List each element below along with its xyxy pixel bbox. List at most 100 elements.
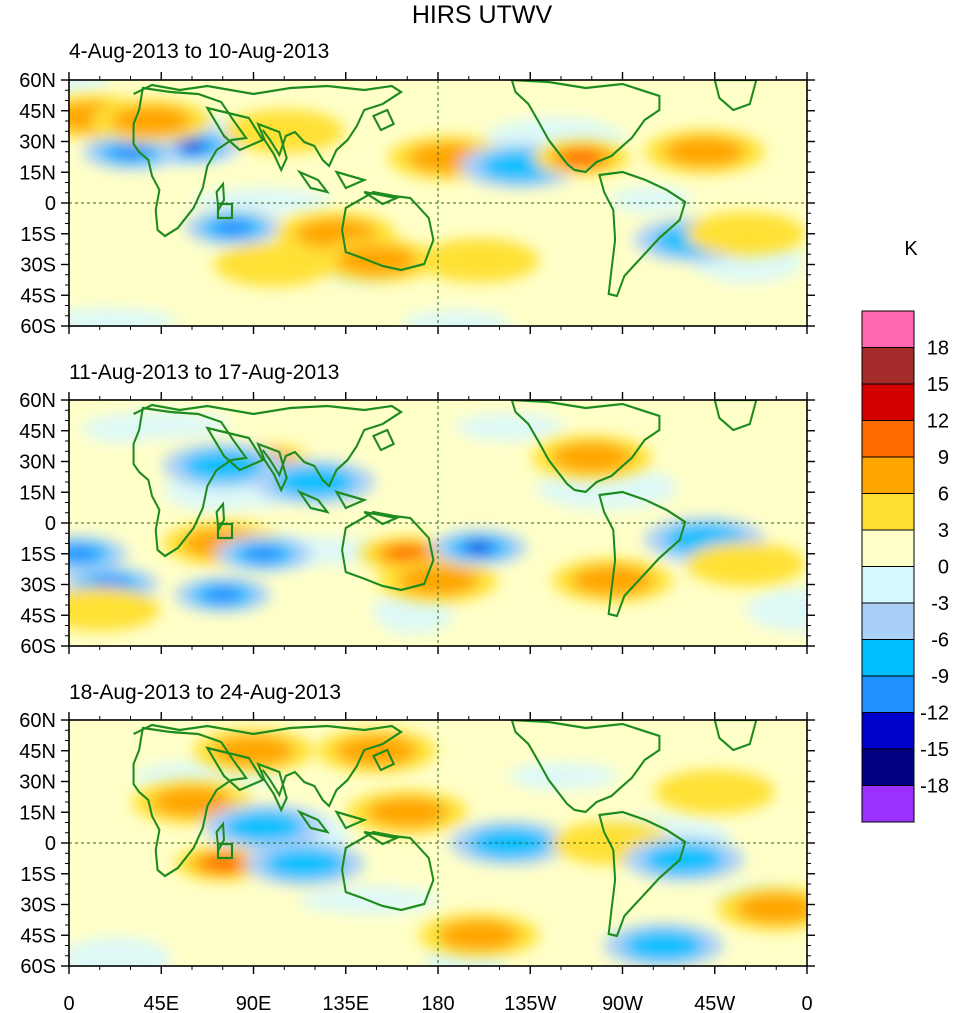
y-tick-label: 0 — [45, 513, 56, 535]
field-texture-blob — [193, 188, 333, 216]
field-anomaly-mid — [264, 848, 345, 879]
panel-2-title: 11-Aug-2013 to 17-Aug-2013 — [69, 361, 340, 384]
field-anomaly-mid — [213, 735, 294, 766]
field-anomaly-mid — [736, 893, 807, 924]
colorbar-swatch — [861, 602, 915, 640]
field-layer — [69, 80, 807, 326]
colorbar-swatch — [861, 420, 915, 458]
colorbar-level-label: -6 — [931, 630, 949, 652]
marker-box — [216, 522, 234, 540]
y-tick-label: 45N — [19, 741, 56, 763]
main-title: HIRS UTWV — [411, 1, 553, 29]
y-tick-label: 0 — [45, 833, 56, 855]
field-texture-blob — [611, 186, 691, 214]
marker-box — [216, 202, 234, 220]
panel-1-title: 4-Aug-2013 to 10-Aug-2013 — [69, 40, 330, 63]
colorbar-level-label: -9 — [931, 666, 949, 688]
field-anomaly-mid — [644, 844, 724, 875]
field-anomaly-mid — [152, 786, 232, 818]
colorbar-swatch — [861, 310, 915, 348]
field-anomaly-halo — [654, 769, 775, 814]
y-tick-label: 60S — [20, 316, 56, 338]
y-tick-label: 30N — [19, 452, 56, 474]
x-tick-label: 90W — [602, 993, 643, 1013]
colorbar-swatch — [861, 456, 915, 494]
y-tick-label: 30N — [19, 772, 56, 794]
y-tick-label: 15N — [19, 802, 56, 824]
y-tick-label: 45S — [20, 605, 56, 627]
y-tick-label: 30S — [20, 895, 56, 917]
field-anomaly-mid — [223, 811, 304, 842]
field-anomaly-mid — [275, 466, 355, 498]
colorbar-swatch — [861, 493, 915, 531]
x-tick-label: 45E — [143, 993, 179, 1013]
field-anomaly-peak — [180, 140, 204, 151]
field-anomaly-mid — [664, 136, 745, 167]
x-tick-label: 0 — [63, 993, 74, 1013]
field-anomaly-halo — [685, 211, 806, 256]
y-tick-label: 30N — [19, 132, 56, 154]
colorbar-swatch — [861, 347, 915, 385]
y-tick-label: 45N — [19, 101, 56, 123]
colorbar-level-label: 0 — [938, 557, 949, 579]
y-tick-label: 15S — [20, 224, 56, 246]
colorbar-level-label: 3 — [938, 520, 949, 542]
y-tick-label: 45N — [19, 421, 56, 443]
colorbar-level-label: 18 — [927, 338, 949, 360]
y-tick-label: 30S — [20, 255, 56, 277]
field-anomaly-halo — [685, 542, 806, 586]
colorbar-level-label: -12 — [920, 703, 949, 725]
panel-3: 60N 45N 30N 15N 0 15S 30S 45S 60S 0 45E 90E 135E 180 1… — [19, 710, 815, 1013]
y-tick-label: 30S — [20, 575, 56, 597]
colorbar-level-label: 15 — [927, 374, 949, 396]
x-tick-label: 90E — [236, 993, 272, 1013]
field-anomaly-mid — [336, 735, 417, 766]
colorbar-unit-label: K — [904, 238, 918, 260]
field-anomaly-mid — [439, 920, 519, 951]
panel-1: 60N 45N 30N 15N 0 15S 30S 45S 60S — [19, 70, 815, 338]
field-anomaly-core — [203, 586, 242, 603]
y-tick-label: 60S — [20, 956, 56, 978]
field-anomaly-core — [562, 149, 601, 166]
colorbar-swatch — [861, 529, 915, 567]
y-tick-label: 60N — [19, 710, 56, 732]
colorbar: 18 15 12 9 6 3 0 -3 -6 -9 -12 -15 -18 — [861, 310, 949, 823]
y-tick-label: 60N — [19, 70, 56, 92]
x-tick-label: 0 — [801, 993, 812, 1013]
field-texture-blob — [69, 308, 177, 326]
colorbar-swatch — [861, 748, 915, 786]
colorbar-swatch — [861, 785, 915, 823]
field-texture-blob — [746, 588, 807, 632]
colorbar-swatch — [861, 712, 915, 750]
y-tick-label: 15N — [19, 162, 56, 184]
x-tick-label: 135E — [322, 993, 369, 1013]
field-texture-blob — [90, 411, 230, 439]
colorbar-level-label: -3 — [931, 593, 949, 615]
y-tick-label: 0 — [45, 193, 56, 215]
x-tick-label: 135W — [504, 993, 556, 1013]
field-anomaly-mid — [336, 245, 417, 276]
field-anomaly-core — [69, 545, 99, 562]
field-anomaly-halo — [69, 587, 160, 632]
field-texture-blob — [508, 762, 618, 790]
field-anomaly-mid — [111, 105, 191, 137]
field-texture-blob — [69, 937, 171, 966]
colorbar-level-label: 6 — [938, 484, 949, 506]
field-anomaly-halo — [214, 242, 334, 287]
panel-3-title: 18-Aug-2013 to 24-Aug-2013 — [69, 681, 342, 704]
colorbar-swatch — [861, 566, 915, 604]
y-tick-label: 45S — [20, 285, 56, 307]
y-tick-label: 15S — [20, 544, 56, 566]
x-tick-label: 45W — [694, 993, 735, 1013]
field-texture-blob — [455, 413, 565, 441]
field-anomaly-core — [244, 545, 283, 562]
marker-box — [216, 842, 234, 860]
colorbar-level-label: -18 — [920, 776, 949, 798]
field-texture-blob — [69, 80, 109, 94]
field-texture-blob — [402, 310, 512, 326]
colorbar-level-label: -15 — [920, 739, 949, 761]
field-anomaly-halo — [419, 238, 539, 283]
colorbar-swatch — [861, 383, 915, 421]
colorbar-swatch — [861, 639, 915, 677]
